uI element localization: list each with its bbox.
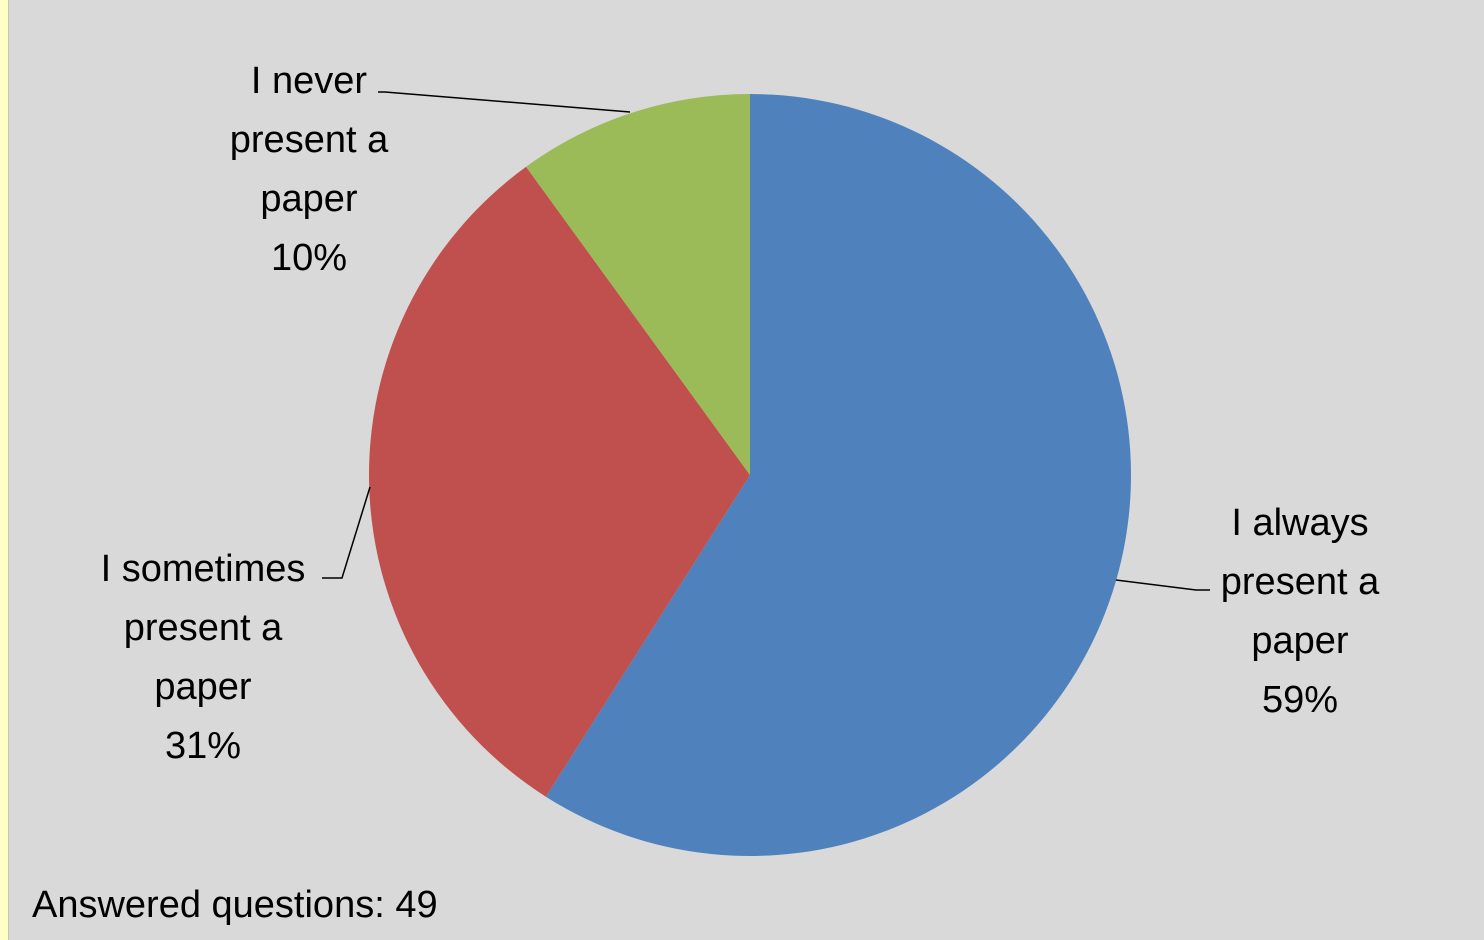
slice-label-line: I sometimes	[101, 548, 306, 590]
answered-questions-note: Answered questions: 49	[32, 884, 438, 926]
slice-percent-label: 31%	[165, 725, 241, 767]
slice-label-1: I always present a paper 59%	[1221, 502, 1380, 721]
slice-label-line: paper	[260, 178, 358, 220]
slice-label-line: paper	[1251, 620, 1349, 662]
slice-label-3: I never present a paper 10%	[230, 60, 389, 279]
slice-label-line: I always	[1231, 502, 1368, 544]
leader-line-1	[1115, 579, 1210, 591]
slice-label-line: present a	[230, 119, 389, 161]
slice-percent-label: 59%	[1262, 679, 1338, 721]
slice-percent-label: 10%	[271, 237, 347, 279]
slice-label-line: paper	[154, 666, 252, 708]
slice-label-2: I sometimes present a paper 31%	[101, 548, 306, 767]
pie-slice-1	[545, 94, 1131, 856]
slice-label-line: present a	[124, 607, 283, 649]
pie-slice-2	[368, 166, 750, 797]
leader-line-3	[378, 91, 631, 113]
leader-line-2	[322, 486, 371, 579]
pie-slice-3	[526, 93, 750, 475]
slice-label-line: I never	[251, 60, 368, 102]
slice-label-line: present a	[1221, 561, 1380, 603]
